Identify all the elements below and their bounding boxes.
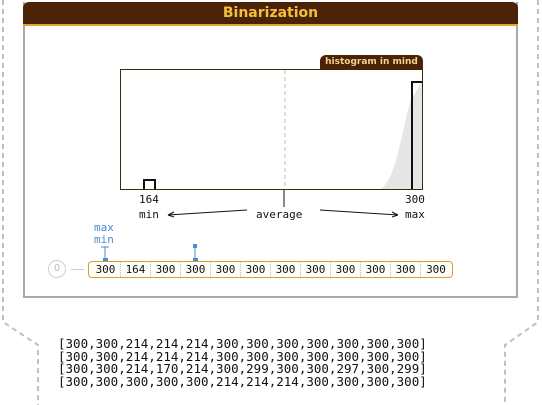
strip-cell[interactable]: 164 [121,262,151,277]
strip-cell[interactable]: 300 [211,262,241,277]
matrix-row: [300,300,300,300,300,214,214,214,300,300… [58,373,427,389]
row-index-badge[interactable]: 0 [48,260,66,278]
strip-cell[interactable]: 300 [426,263,446,276]
matrix-row: [300,300,214,170,214,300,299,300,300,297… [58,361,427,376]
cursor-min-label: min [94,233,114,246]
strip-cell[interactable]: 300 [301,262,331,277]
panel-title: Binarization [23,2,518,26]
strip-cell[interactable]: 300 [241,262,271,277]
pixel-matrix: [300,300,214,214,214,300,300,300,300,300… [58,336,427,389]
strip-cell[interactable]: 300 [271,262,301,277]
index-connector [71,269,84,270]
min-value-label: 164 [139,193,159,206]
strip-cell[interactable]: 300 [151,262,181,277]
max-label: max [405,208,425,221]
histogram-box [120,69,423,190]
strip-cell[interactable]: 300 [331,262,361,277]
histogram-tag: histogram in mind [320,55,423,69]
pixel-value-strip[interactable]: 300 164 300 300 300 300 300 300 300 300 300 300 [88,261,453,278]
min-bar [143,179,156,189]
min-label: min [139,208,159,221]
cursor-max-label: max [94,221,114,234]
strip-cell[interactable]: 300 [91,262,121,277]
matrix-row: [300,300,214,214,214,300,300,300,300,300… [58,348,427,364]
strip-cell[interactable]: 300 [181,262,211,277]
strip-cell[interactable]: 300 [361,262,391,277]
matrix-row: [300,300,214,214,214,300,300,300,300,300… [58,336,427,351]
average-label: average [256,208,303,221]
strip-cell[interactable]: 300 [391,262,421,277]
max-bar [411,81,422,189]
max-value-label: 300 [405,193,425,206]
